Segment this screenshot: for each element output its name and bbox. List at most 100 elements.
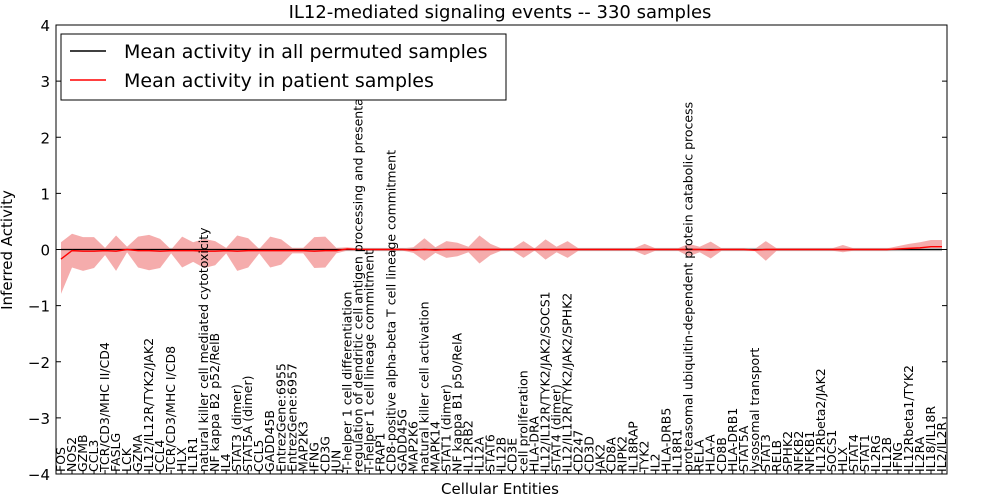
x-tick-label: IL18R1 <box>670 429 685 472</box>
x-tick-label: T-helper 1 cell lineage commitment <box>361 250 376 473</box>
x-tick-label: FOS <box>53 447 68 472</box>
x-tick-label: CD247 <box>571 430 586 472</box>
x-tick-label: STAT4 <box>846 434 861 472</box>
x-tick-label: STAT6 <box>482 434 497 472</box>
x-tick-label: NFKB2 <box>791 431 806 472</box>
x-tick-label: CD3D <box>582 436 597 472</box>
x-tick-label: IL1R1 <box>185 437 200 472</box>
x-tick-label: natural killer cell activation <box>416 301 431 472</box>
x-tick-label: CCL4 <box>152 440 167 472</box>
y-tick-label: −1 <box>28 298 50 316</box>
x-tick-label: CD8-positive alpha-beta T cell lineage c… <box>383 150 398 472</box>
chart-title: IL12-mediated signaling events -- 330 sa… <box>289 2 712 23</box>
x-tick-label: HLA-DRB1 <box>725 408 740 472</box>
x-tick-label: regulation of dendritic cell antigen pro… <box>350 74 365 472</box>
x-tick-label: IL2RA <box>912 436 927 472</box>
x-tick-label: MAP2K3 <box>295 421 310 472</box>
x-tick-label: CD3E <box>505 438 520 472</box>
x-tick-label: lysosomal transport <box>747 348 762 472</box>
y-tick-label: 4 <box>40 17 50 35</box>
legend-label: Mean activity in all permuted samples <box>124 41 487 63</box>
plot-area: −4−3−2−101234FOSNOS2GZMBCCL3TCR/CD3/MHC … <box>28 17 949 484</box>
x-tick-label: cell proliferation <box>516 370 531 472</box>
x-tick-label: STAT4 (dimer) <box>549 384 564 472</box>
x-tick-label: HLA-DRB5 <box>659 408 674 472</box>
y-tick-label: −2 <box>28 354 50 372</box>
x-tick-label: CD8B <box>714 437 729 472</box>
x-tick-label: IL2 <box>648 453 663 472</box>
x-tick-label: EntrezGene:6955 <box>273 363 288 472</box>
x-tick-label: GADD45G <box>394 409 409 472</box>
x-tick-label: RELA <box>692 439 707 472</box>
x-tick-label: STAT1 (dimer) <box>438 384 453 472</box>
x-tick-label: HLA-DRA <box>527 416 542 472</box>
x-tick-label: IFNG <box>306 442 321 472</box>
x-tick-label: IL2/IL2R <box>934 422 949 472</box>
x-tick-label: RIPK2 <box>615 436 630 472</box>
x-tick-label: STAT3 <box>758 434 773 472</box>
x-tick-label: HLX <box>174 447 189 472</box>
patient-band <box>61 233 942 294</box>
x-tick-label: IL12A <box>471 436 486 472</box>
x-tick-label: IL18RAP <box>626 421 641 472</box>
y-axis-label: Inferred Activity <box>0 190 16 310</box>
x-tick-label: MAP2K6 <box>405 421 420 472</box>
x-tick-label: IL4 <box>218 453 233 472</box>
y-tick-label: −4 <box>28 466 50 484</box>
x-tick-label: IL12Rbeta1/TYK2 <box>901 365 916 472</box>
x-axis-label: Cellular Entities <box>441 480 559 498</box>
x-tick-label: FASLG <box>108 433 123 472</box>
x-tick-label: IL12/IL12R/TYK2/JAK2 <box>141 338 156 472</box>
x-tick-label: IFNG <box>890 442 905 472</box>
x-tick-label: CCL3 <box>86 440 101 472</box>
x-tick-label: SPHK2 <box>780 431 795 472</box>
x-tick-label: NF kappa B2 p52/RelB <box>207 333 222 472</box>
x-tick-label: MAPK14 <box>427 421 442 472</box>
x-tick-label: IL18/IL18R <box>923 406 938 472</box>
y-tick-label: −3 <box>28 410 50 428</box>
x-tick-label: CCL5 <box>251 440 266 472</box>
x-tick-label: STAT5A <box>736 425 751 472</box>
x-tick-label: STAT1 <box>857 434 872 472</box>
x-tick-label: RELB <box>769 440 784 472</box>
x-tick-label: NOS2 <box>64 437 79 472</box>
x-tick-label: HLX <box>835 447 850 472</box>
x-tick-label: TYK2 <box>637 441 652 473</box>
x-tick-label: STAT5A (dimer) <box>240 376 255 472</box>
x-tick-label: LCK <box>119 447 134 472</box>
x-tick-label: JUN <box>328 450 343 473</box>
x-tick-label: TCR/CD3/MHC I/CD8 <box>163 346 178 473</box>
x-tick-label: natural killer cell mediated cytotoxicit… <box>196 227 211 472</box>
x-tick-label: GZMB <box>75 434 90 472</box>
x-tick-label: IL2RG <box>868 435 883 472</box>
x-tick-label: GADD45B <box>262 410 277 472</box>
x-tick-label: IL12Rbeta2/JAK2 <box>813 368 828 472</box>
x-tick-label: GZMA <box>130 434 145 472</box>
legend-box <box>60 33 507 101</box>
x-tick-label: IL12RB2 <box>460 420 475 472</box>
x-tick-label: EntrezGene:6957 <box>284 363 299 472</box>
x-tick-label: IL12B <box>494 437 509 472</box>
x-tick-label: TCR/CD3/MHC II/CD4 <box>97 342 112 473</box>
x-tick-label: IL12B <box>879 437 894 472</box>
x-tick-label: CD8A <box>604 437 619 472</box>
x-tick-label: FRAP1 <box>372 433 387 472</box>
y-tick-label: 3 <box>40 73 50 91</box>
x-tick-label: SOCS1 <box>824 430 839 472</box>
x-tick-label: IL12/IL12R/TYK2/JAK2/SOCS1 <box>538 291 553 472</box>
patient-mean-line <box>60 245 942 260</box>
x-tick-label: CD3G <box>317 436 332 472</box>
legend-label: Mean activity in patient samples <box>124 70 434 92</box>
x-tick-label: HLA-A <box>703 434 718 472</box>
x-tick-label: JAK2 <box>593 444 608 473</box>
legend: Mean activity in all permuted samples Mea… <box>60 33 507 101</box>
x-tick-label: NFKB1 <box>802 431 817 472</box>
x-tick-label: T-helper 1 cell differentiation <box>339 292 354 473</box>
y-tick-label: 1 <box>40 185 50 203</box>
x-tick-label: IL12/IL12R/TYK2/JAK2/SPHK2 <box>560 293 575 472</box>
x-tick-label: proteasomal ubiquitin-dependent protein … <box>681 102 696 472</box>
x-tick-label: NF kappa B1 p50/RelA <box>449 332 464 472</box>
y-tick-label: 2 <box>40 129 50 147</box>
y-tick-label: 0 <box>40 242 50 260</box>
